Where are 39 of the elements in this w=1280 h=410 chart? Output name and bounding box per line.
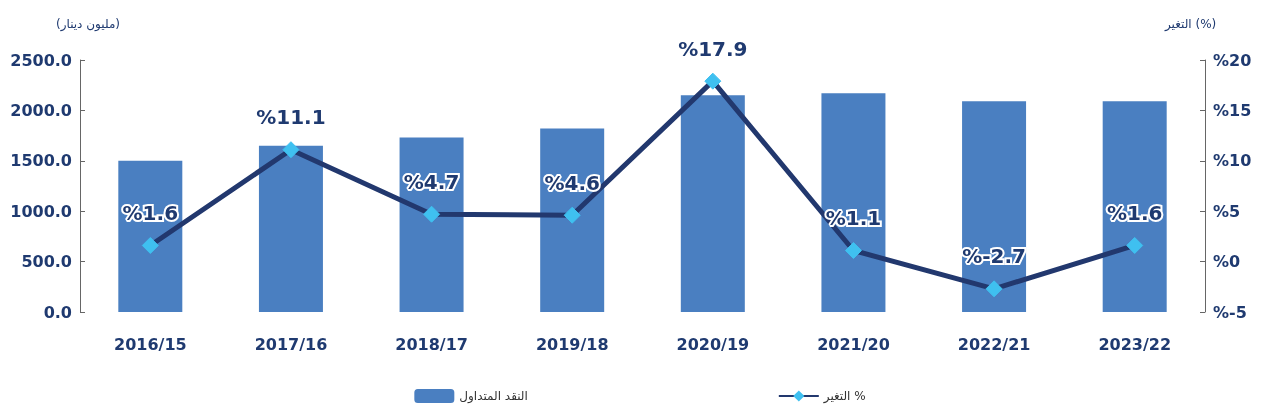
data-label: %4.7 bbox=[403, 169, 460, 194]
data-label: %17.9 bbox=[678, 36, 748, 61]
data-label: %1.6 bbox=[122, 200, 179, 225]
y2-tick-label: %15 bbox=[1213, 100, 1252, 120]
y-tick-label: 500.0 bbox=[21, 252, 72, 272]
x-tick-label: 2023/22 bbox=[1098, 334, 1172, 354]
x-tick-label: 2021/20 bbox=[817, 334, 890, 354]
y-tick-label: 2000.0 bbox=[10, 100, 72, 120]
bar bbox=[962, 101, 1027, 312]
x-tick-label: 2019/18 bbox=[535, 334, 609, 354]
data-label: %-2.7 bbox=[962, 244, 1026, 269]
y-tick-label: 0.0 bbox=[43, 302, 72, 322]
bar bbox=[680, 95, 745, 312]
y2-tick-label: %10 bbox=[1213, 151, 1252, 171]
x-tick-label: 2017/16 bbox=[254, 334, 328, 354]
data-label: %11.1 bbox=[256, 105, 326, 130]
y2-tick-label: %0 bbox=[1213, 252, 1241, 272]
bar bbox=[1102, 101, 1167, 312]
y-axis-title: (مليون دينار) bbox=[56, 17, 120, 32]
x-tick-label: 2020/19 bbox=[676, 334, 750, 354]
y-tick-label: 2500.0 bbox=[10, 50, 72, 70]
x-tick-label: 2016/15 bbox=[113, 334, 187, 354]
y2-axis-title: التغير (%) bbox=[1164, 17, 1217, 32]
x-tick-label: 2022/21 bbox=[957, 334, 1031, 354]
y-tick-label: 1000.0 bbox=[10, 201, 72, 221]
y2-tick-label: %5 bbox=[1213, 201, 1241, 221]
bar bbox=[118, 160, 183, 312]
x-tick-label: 2018/17 bbox=[395, 334, 468, 354]
legend-label: التغير % bbox=[822, 389, 866, 404]
y-tick-label: 1500.0 bbox=[10, 151, 72, 171]
bar bbox=[821, 93, 886, 312]
legend-label: النقد المتداول bbox=[459, 389, 528, 404]
y2-tick-label: %20 bbox=[1213, 50, 1252, 70]
bar bbox=[258, 145, 323, 312]
y2-tick-label: %-5 bbox=[1213, 302, 1247, 322]
bar bbox=[540, 128, 605, 312]
data-label: %1.6 bbox=[1106, 200, 1163, 225]
bar bbox=[399, 137, 464, 312]
data-label: %4.6 bbox=[544, 170, 600, 195]
